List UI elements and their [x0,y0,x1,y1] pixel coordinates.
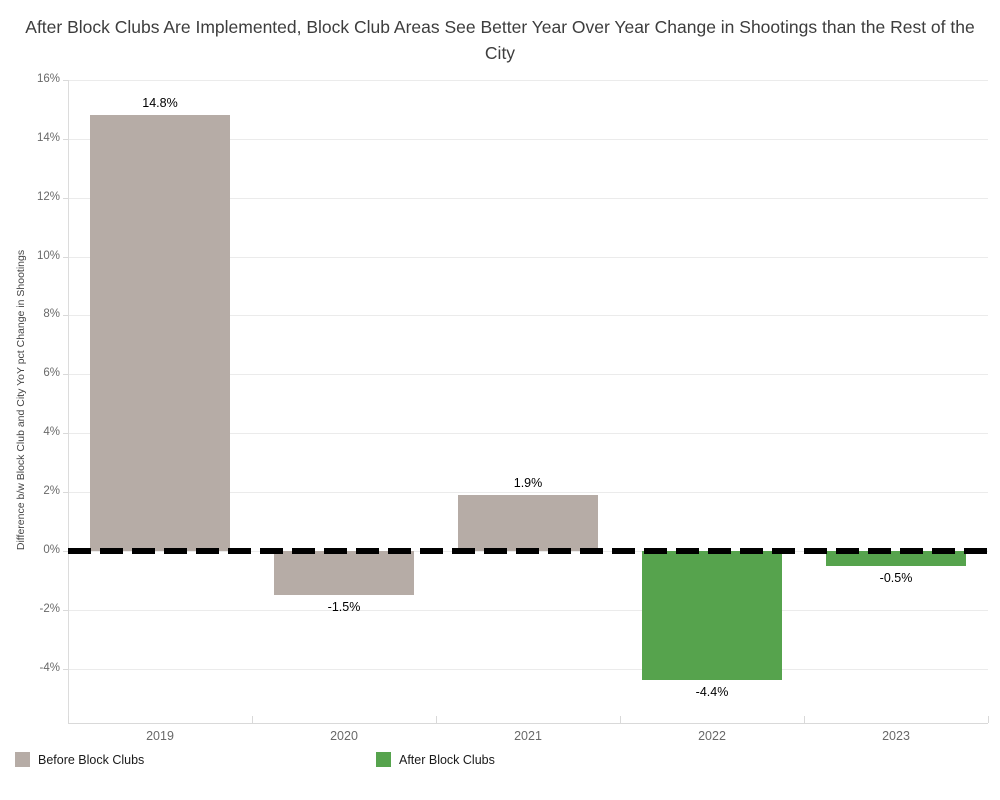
y-tick-label--4: -4% [39,662,60,674]
y-tick-label--2: -2% [39,603,60,615]
legend-item-before-block-clubs[interactable]: Before Block Clubs [15,752,144,767]
x-axis-tick [620,716,621,723]
legend-label: Before Block Clubs [38,752,145,767]
bar-label-2023: -0.5% [879,571,913,585]
gridline [68,610,988,611]
legend-label: After Block Clubs [399,752,495,767]
x-axis-tick [804,716,805,723]
y-tick-label-10: 10% [36,250,60,262]
y-tick-mark [63,669,68,670]
bar-2021[interactable] [458,495,598,551]
x-tick-label-2019: 2019 [146,729,174,743]
bar-label-2021: 1.9% [513,476,543,490]
x-axis-tick [436,716,437,723]
y-axis-line [68,80,69,723]
y-tick-mark [63,610,68,611]
y-tick-label-14: 14% [36,132,60,144]
gridline [68,669,988,670]
bar-2023[interactable] [826,551,966,566]
gridline [68,257,988,258]
legend-swatch-icon [376,752,391,767]
x-axis-tick [252,716,253,723]
y-tick-mark [63,139,68,140]
gridline [68,433,988,434]
y-tick-label-2: 2% [43,485,60,497]
y-tick-mark [63,198,68,199]
y-tick-mark [63,257,68,258]
bar-label-2022: -4.4% [695,685,729,699]
legend: Before Block Clubs After Block Clubs [0,752,1000,772]
y-tick-mark [63,433,68,434]
gridline [68,139,988,140]
y-tick-mark [63,315,68,316]
x-axis-tick [68,716,69,723]
x-tick-label-2023: 2023 [882,729,910,743]
bar-label-2020: -1.5% [327,600,361,614]
gridline [68,492,988,493]
y-tick-mark [63,80,68,81]
gridline [68,80,988,81]
bar-2020[interactable] [274,551,414,595]
y-tick-label-0: 0% [43,544,60,556]
gridline [68,374,988,375]
bar-2019[interactable] [90,115,230,551]
gridline [68,198,988,199]
y-tick-mark [63,374,68,375]
chart-title: After Block Clubs Are Implemented, Block… [25,17,975,63]
x-axis-line [68,723,988,724]
bar-2022[interactable] [642,551,782,680]
bar-label-2019: 14.8% [142,96,178,110]
y-tick-label-12: 12% [36,191,60,203]
y-tick-mark [63,492,68,493]
legend-swatch-icon [15,752,30,767]
gridline [68,315,988,316]
y-tick-label-8: 8% [43,308,60,320]
y-tick-label-6: 6% [43,367,60,379]
y-axis-title: Difference b/w Block Club and City YoY p… [15,249,27,551]
y-tick-label-4: 4% [43,426,60,438]
y-tick-mark [63,551,68,552]
x-tick-label-2020: 2020 [330,729,358,743]
x-tick-label-2022: 2022 [698,729,726,743]
zero-dashed-line [68,548,988,554]
x-axis-tick [988,716,989,723]
x-tick-label-2021: 2021 [514,729,542,743]
legend-item-after-block-clubs[interactable]: After Block Clubs [376,752,495,767]
y-tick-label-16: 16% [36,73,60,85]
